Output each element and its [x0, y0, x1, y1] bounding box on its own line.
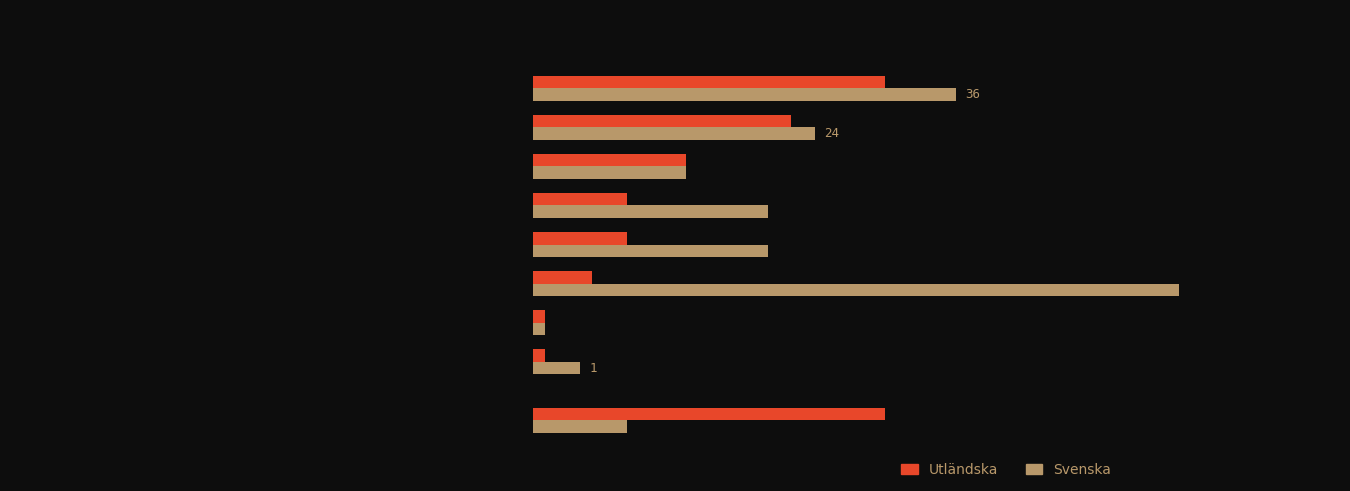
Bar — [533, 154, 686, 166]
Bar — [533, 362, 580, 374]
Text: 24: 24 — [825, 127, 840, 140]
Bar — [533, 323, 545, 335]
Bar — [533, 271, 591, 284]
Bar — [533, 284, 1179, 296]
Text: 36: 36 — [965, 88, 980, 101]
Bar — [533, 127, 815, 140]
Bar — [533, 408, 886, 420]
Text: 1: 1 — [590, 361, 597, 375]
Bar — [533, 115, 791, 127]
Bar — [533, 76, 886, 88]
Bar — [533, 166, 686, 179]
Bar — [533, 245, 768, 257]
Bar — [533, 310, 545, 323]
Bar — [533, 88, 956, 101]
Bar — [533, 232, 628, 245]
Bar — [533, 420, 628, 433]
Bar — [533, 193, 628, 205]
Legend: Utländska, Svenska: Utländska, Svenska — [900, 463, 1111, 477]
Bar — [533, 349, 545, 362]
Bar — [533, 205, 768, 218]
